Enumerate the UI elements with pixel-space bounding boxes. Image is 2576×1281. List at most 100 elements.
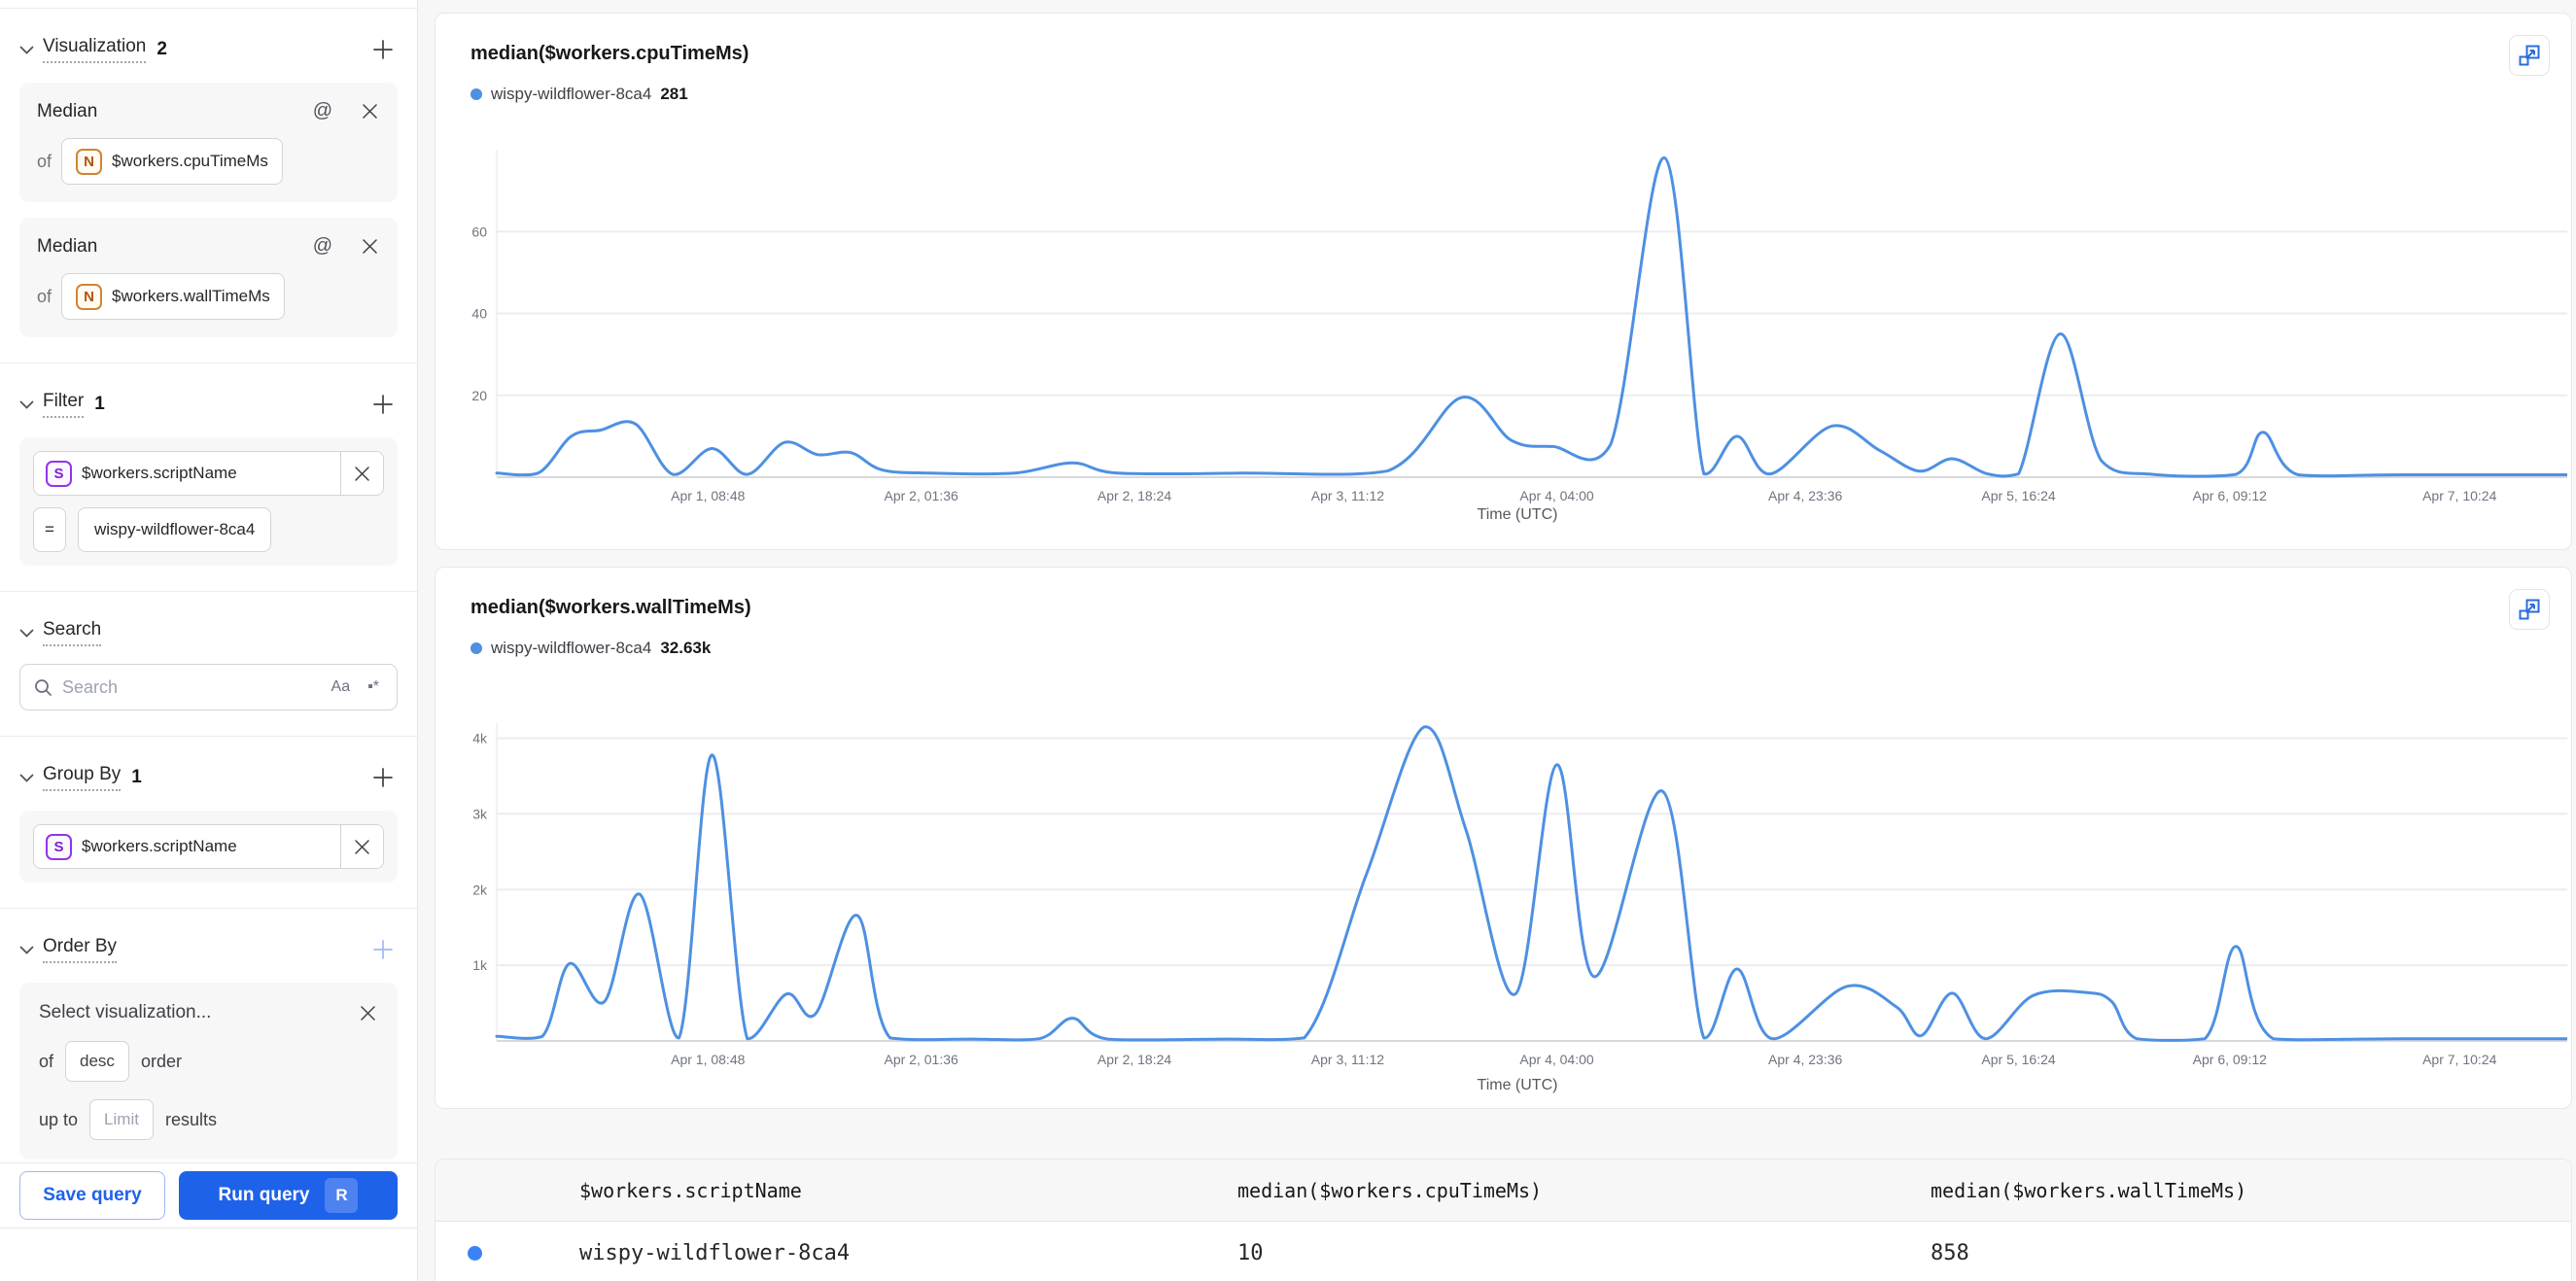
add-filter-button[interactable] [368, 390, 398, 419]
chevron-down-icon[interactable] [19, 46, 34, 54]
column-header-cpu-time[interactable]: median($workers.cpuTimeMs) [1237, 1178, 1543, 1202]
cell-wall-time: 858 [1931, 1240, 1969, 1265]
of-label: of [37, 151, 52, 171]
limit-input[interactable]: Limit [89, 1099, 154, 1140]
column-header-wall-time[interactable]: median($workers.wallTimeMs) [1931, 1178, 2247, 1202]
string-type-icon: S [46, 833, 72, 860]
chevron-down-icon[interactable] [19, 946, 34, 954]
chevron-down-icon[interactable] [19, 400, 34, 409]
regex-toggle[interactable]: ▪* [364, 676, 383, 698]
at-sign-icon[interactable]: @ [312, 100, 332, 121]
remove-visualization-button[interactable] [360, 236, 380, 257]
results-table: $workers.scriptName median($workers.cpuT… [435, 1159, 2572, 1281]
expand-chart-button[interactable] [2509, 35, 2550, 76]
svg-text:1k: 1k [472, 957, 488, 973]
order-by-visualization-selector[interactable]: Select visualization... [39, 1002, 212, 1022]
svg-text:2k: 2k [472, 882, 488, 897]
wall-time-chart-canvas[interactable]: 1k 2k 3k 4k Apr 1, 08:48 Apr 2, 01:36 Apr 2, 1… [468, 713, 2567, 1073]
svg-text:20: 20 [471, 388, 487, 403]
metric-name[interactable]: Median [37, 235, 98, 257]
expand-icon [2525, 599, 2540, 613]
add-visualization-button[interactable] [368, 35, 398, 64]
svg-text:Apr 7, 10:24: Apr 7, 10:24 [2422, 488, 2496, 503]
search-section-title: Search [43, 619, 102, 646]
filter-card: S $workers.scriptName = wispy-wildflower… [19, 437, 398, 566]
expand-chart-button[interactable] [2509, 589, 2550, 630]
results-label: results [164, 1109, 217, 1129]
legend-dot [470, 88, 482, 100]
group-by-count: 1 [131, 767, 142, 787]
field-selector[interactable]: N $workers.wallTimeMs [61, 273, 285, 320]
svg-text:Apr 3, 11:12: Apr 3, 11:12 [1311, 488, 1384, 503]
x-axis-title: Time (UTC) [1477, 506, 1558, 523]
remove-visualization-button[interactable] [360, 101, 380, 121]
save-query-button[interactable]: Save query [19, 1171, 165, 1220]
filter-count: 1 [94, 394, 105, 414]
svg-text:Apr 5, 16:24: Apr 5, 16:24 [1981, 1052, 2055, 1067]
filter-section-title: Filter [43, 391, 85, 418]
query-builder-sidebar: Visualization 2 Median @ of N $workers.c… [0, 0, 418, 1281]
svg-text:Apr 5, 16:24: Apr 5, 16:24 [1981, 488, 2055, 503]
group-by-field-selector[interactable]: S $workers.scriptName [33, 824, 384, 869]
of-label: of [37, 286, 52, 306]
order-label: order [140, 1051, 182, 1071]
filter-field-selector[interactable]: S $workers.scriptName [33, 451, 384, 496]
column-header-script-name[interactable]: $workers.scriptName [579, 1178, 802, 1202]
add-group-by-button[interactable] [368, 763, 398, 792]
field-selector[interactable]: N $workers.cpuTimeMs [61, 138, 283, 185]
svg-text:Apr 1, 08:48: Apr 1, 08:48 [671, 1052, 745, 1067]
of-label: of [39, 1051, 54, 1071]
chart-legend[interactable]: wispy-wildflower-8ca4 32.63k [470, 639, 2571, 658]
results-area: median($workers.cpuTimeMs) wispy-wildflo… [418, 0, 2576, 1281]
svg-text:Apr 2, 18:24: Apr 2, 18:24 [1097, 488, 1171, 503]
string-type-icon: S [46, 460, 72, 487]
remove-group-by-button[interactable] [340, 825, 383, 868]
up-to-label: up to [39, 1109, 79, 1129]
cpu-time-chart-canvas[interactable]: 20 40 60 Apr 1, 08:48 Apr 2, 01:36 Apr 2, 18:… [468, 140, 2567, 509]
svg-text:Apr 3, 11:12: Apr 3, 11:12 [1311, 1052, 1384, 1067]
x-axis-title: Time (UTC) [1477, 1077, 1558, 1093]
svg-text:Apr 4, 04:00: Apr 4, 04:00 [1519, 1052, 1593, 1067]
group-by-section-title: Group By [43, 764, 122, 791]
svg-text:Apr 4, 04:00: Apr 4, 04:00 [1519, 488, 1593, 503]
sidebar-top-divider [0, 8, 417, 9]
at-sign-icon[interactable]: @ [312, 235, 332, 257]
chevron-down-icon[interactable] [19, 629, 34, 638]
query-actions-bar: Save query Run query R [0, 1162, 417, 1229]
svg-text:Apr 2, 01:36: Apr 2, 01:36 [885, 488, 958, 503]
chart-panel-cpu-time: median($workers.cpuTimeMs) wispy-wildflo… [435, 13, 2572, 550]
section-filter: Filter 1 S $workers.scriptName = wispy-w… [0, 364, 417, 592]
search-icon [34, 678, 52, 697]
svg-text:40: 40 [471, 306, 487, 322]
case-sensitivity-toggle[interactable]: Aa [328, 676, 355, 698]
svg-text:60: 60 [471, 224, 487, 239]
section-order-by: Order By Select visualization... of desc… [0, 909, 417, 1185]
section-group-by: Group By 1 S $workers.scriptName [0, 737, 417, 909]
run-query-button[interactable]: Run query R [179, 1171, 398, 1220]
filter-operator-selector[interactable]: = [33, 507, 66, 552]
section-search: Search Aa ▪* [0, 592, 417, 737]
order-direction-selector[interactable]: desc [65, 1041, 129, 1082]
add-order-by-button[interactable] [368, 935, 398, 964]
visualization-card: Median @ of N $workers.wallTimeMs [19, 218, 398, 337]
svg-text:Apr 4, 23:36: Apr 4, 23:36 [1768, 1052, 1842, 1067]
remove-filter-button[interactable] [340, 452, 383, 495]
svg-text:4k: 4k [472, 731, 488, 746]
filter-value-selector[interactable]: wispy-wildflower-8ca4 [78, 507, 272, 552]
visualization-section-title: Visualization [43, 36, 147, 63]
group-by-card: S $workers.scriptName [19, 811, 398, 883]
order-by-section-title: Order By [43, 936, 118, 963]
remove-order-by-button[interactable] [358, 1003, 378, 1023]
visualization-card: Median @ of N $workers.cpuTimeMs [19, 83, 398, 202]
cell-cpu-time: 10 [1237, 1240, 1264, 1265]
table-row[interactable]: wispy-wildflower-8ca4 10 858 [435, 1222, 2571, 1281]
svg-text:3k: 3k [472, 806, 488, 821]
chart-legend[interactable]: wispy-wildflower-8ca4 281 [470, 85, 2571, 104]
cell-script-name: wispy-wildflower-8ca4 [579, 1240, 851, 1265]
svg-text:Apr 6, 09:12: Apr 6, 09:12 [2193, 1052, 2267, 1067]
chevron-down-icon[interactable] [19, 774, 34, 782]
search-input[interactable] [62, 676, 318, 698]
visualization-count: 2 [157, 39, 167, 59]
metric-name[interactable]: Median [37, 100, 98, 121]
chart-title: median($workers.wallTimeMs) [470, 597, 751, 618]
